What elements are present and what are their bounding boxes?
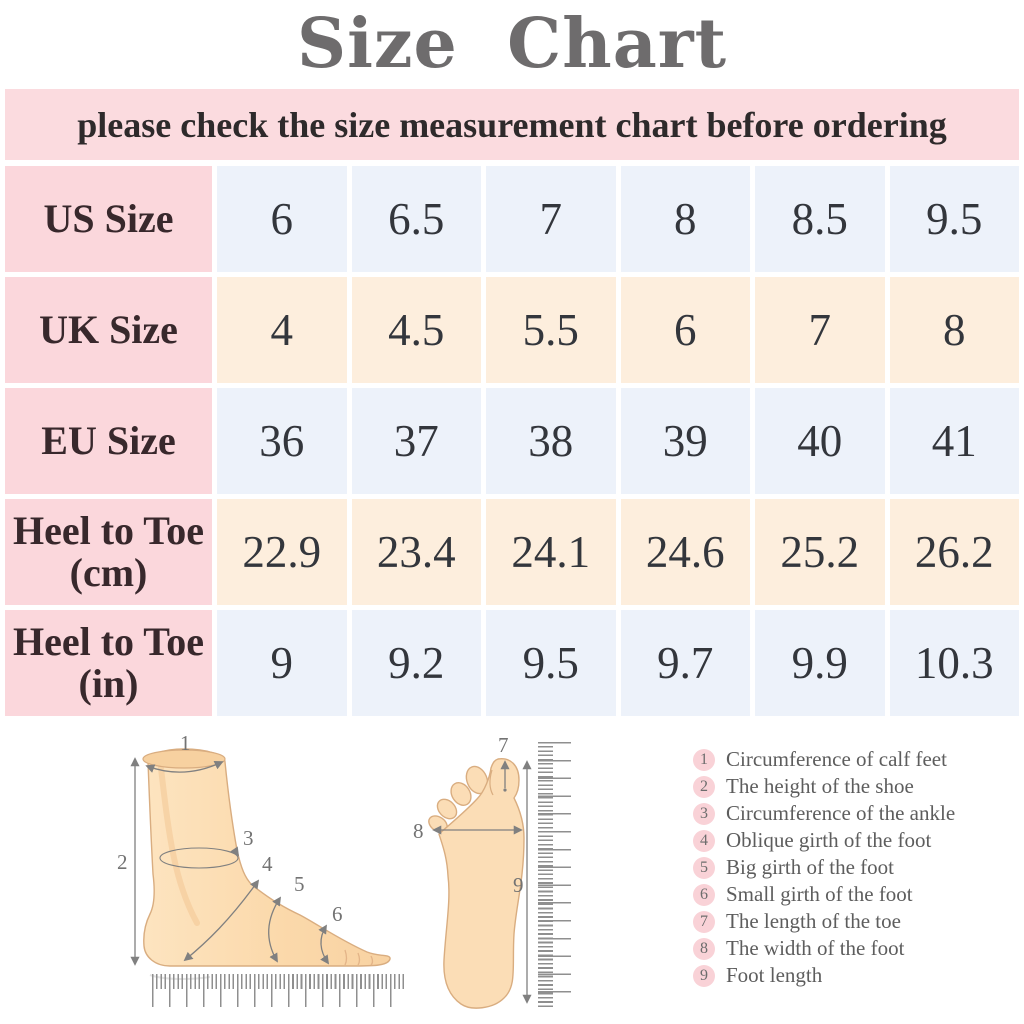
size-cell: 8.5 [755,166,885,272]
size-cell: 24.1 [486,499,616,605]
legend-item-label: Foot length [726,963,823,987]
legend-number-badge: 7 [693,910,715,933]
svg-text:3: 3 [243,826,254,850]
size-cell: 9.2 [351,610,481,716]
side-measurement-marks [130,757,330,966]
size-cell: 9 [217,610,347,716]
legend-item: 9 Foot length [693,962,1013,989]
size-cell: 4 [217,277,347,383]
size-cell: 8 [620,166,750,272]
legend-item: 2 The height of the shoe [693,773,1013,800]
svg-text:5: 5 [294,872,305,896]
legend-item-label: Circumference of the ankle [726,801,956,825]
foot-sole-illustration [428,758,525,1009]
horizontal-ruler [152,974,407,1007]
legend-item: 8 The width of the foot [693,935,1013,962]
size-cell: 37 [351,388,481,494]
top-measurement-marks [432,760,532,1004]
foot-top-view-diagram: 7 8 9 [413,733,532,1009]
size-cell: 6.5 [351,166,481,272]
legend-number-badge: 2 [693,775,715,798]
svg-text:4: 4 [262,852,273,876]
size-cell: 7 [755,277,885,383]
page-title: Size Chart [296,4,728,84]
size-cell: 8 [889,277,1019,383]
size-cell: 9.7 [620,610,750,716]
size-cell: 9.5 [486,610,616,716]
legend-item: 1 Circumference of calf feet [693,746,1013,773]
size-cell: 5.5 [486,277,616,383]
legend-item-label: Small girth of the foot [726,882,913,906]
size-cell: 40 [755,388,885,494]
legend-item-label: The length of the toe [726,909,901,933]
vertical-ruler [538,742,571,1008]
legend-number-badge: 5 [693,856,715,879]
legend-item: 5 Big girth of the foot [693,854,1013,881]
size-cell: 26.2 [889,499,1019,605]
size-cell: 38 [486,388,616,494]
legend-number-badge: 1 [693,748,715,771]
side-measurement-numbers: 1 2 3 4 5 6 [117,731,343,926]
svg-text:9: 9 [513,873,524,897]
foot-side-view-diagram: 1 2 3 4 5 6 [117,731,391,981]
legend-item-label: The width of the foot [726,936,905,960]
row-label: Heel to Toe (in) [5,610,212,716]
legend-item-label: The height of the shoe [726,774,914,798]
legend-number-badge: 6 [693,883,715,906]
svg-text:1: 1 [180,731,191,755]
legend-number-badge: 3 [693,802,715,825]
size-cell: 36 [217,388,347,494]
legend-item: 4 Oblique girth of the foot [693,827,1013,854]
top-measurement-numbers: 7 8 9 [413,733,524,897]
legend-item-label: Oblique girth of the foot [726,828,932,852]
svg-text:2: 2 [117,850,128,874]
size-cell: 22.9 [217,499,347,605]
size-cell: 23.4 [351,499,481,605]
size-cell: 25.2 [755,499,885,605]
svg-text:8: 8 [413,819,424,843]
legend-number-badge: 8 [693,937,715,960]
row-label: Heel to Toe (cm) [5,499,212,605]
svg-text:6: 6 [332,902,343,926]
size-cell: 6 [217,166,347,272]
legend-item-label: Big girth of the foot [726,855,894,879]
size-cell: 39 [620,388,750,494]
size-cell: 7 [486,166,616,272]
size-cell: 41 [889,388,1019,494]
size-table: US Size 6 6.5 7 8 8.5 9.5 UK Size 4 4.5 5.5 6 7 8 EU S… [5,166,1019,716]
size-cell: 10.3 [889,610,1019,716]
row-label: UK Size [5,277,212,383]
size-cell: 6 [620,277,750,383]
legend-item: 7 The length of the toe [693,908,1013,935]
legend-item: 3 Circumference of the ankle [693,800,1013,827]
legend-list: 1 Circumference of calf feet 2 The height o… [693,746,1013,989]
row-label: US Size [5,166,212,272]
size-cell: 9.5 [889,166,1019,272]
size-cell: 24.6 [620,499,750,605]
size-cell: 9.9 [755,610,885,716]
row-label: EU Size [5,388,212,494]
notice-banner: please check the size measurement chart … [5,89,1019,160]
legend-number-badge: 9 [693,964,715,987]
svg-text:7: 7 [498,733,509,757]
size-cell: 4.5 [351,277,481,383]
legend-item: 6 Small girth of the foot [693,881,1013,908]
legend-item-label: Circumference of calf feet [726,747,947,771]
legend-number-badge: 4 [693,829,715,852]
